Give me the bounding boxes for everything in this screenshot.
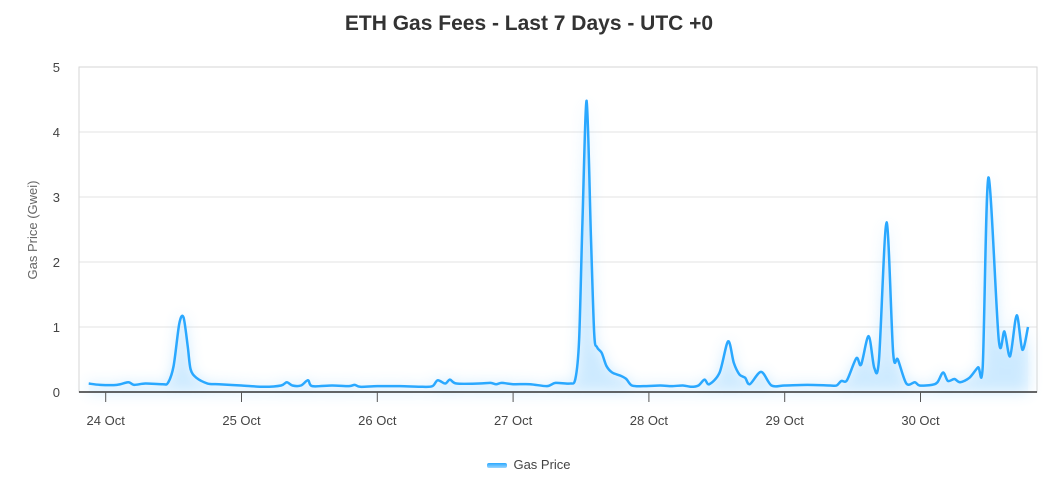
legend[interactable]: Gas Price <box>0 457 1058 472</box>
legend-swatch-icon <box>487 463 508 469</box>
x-tick-label: 29 Oct <box>766 413 805 428</box>
x-tick-label: 25 Oct <box>222 413 261 428</box>
x-tick-label: 27 Oct <box>494 413 533 428</box>
y-tick-label: 0 <box>53 385 60 400</box>
chart-title: ETH Gas Fees - Last 7 Days - UTC +0 <box>344 12 714 35</box>
y-tick-label: 5 <box>53 60 60 75</box>
x-tick-label: 24 Oct <box>87 413 126 428</box>
y-tick-label: 1 <box>53 320 60 335</box>
y-axis-label: Gas Price (Gwei) <box>25 181 40 280</box>
legend-label: Gas Price <box>513 457 571 472</box>
y-tick-label: 4 <box>53 125 60 140</box>
area-fill <box>88 100 1029 392</box>
y-tick-label: 2 <box>53 255 60 270</box>
y-tick-label: 3 <box>53 190 60 205</box>
x-tick-label: 30 Oct <box>901 413 940 428</box>
x-tick-label: 26 Oct <box>358 413 397 428</box>
series-line-gas-price <box>88 99 1030 389</box>
x-tick-label: 28 Oct <box>630 413 669 428</box>
